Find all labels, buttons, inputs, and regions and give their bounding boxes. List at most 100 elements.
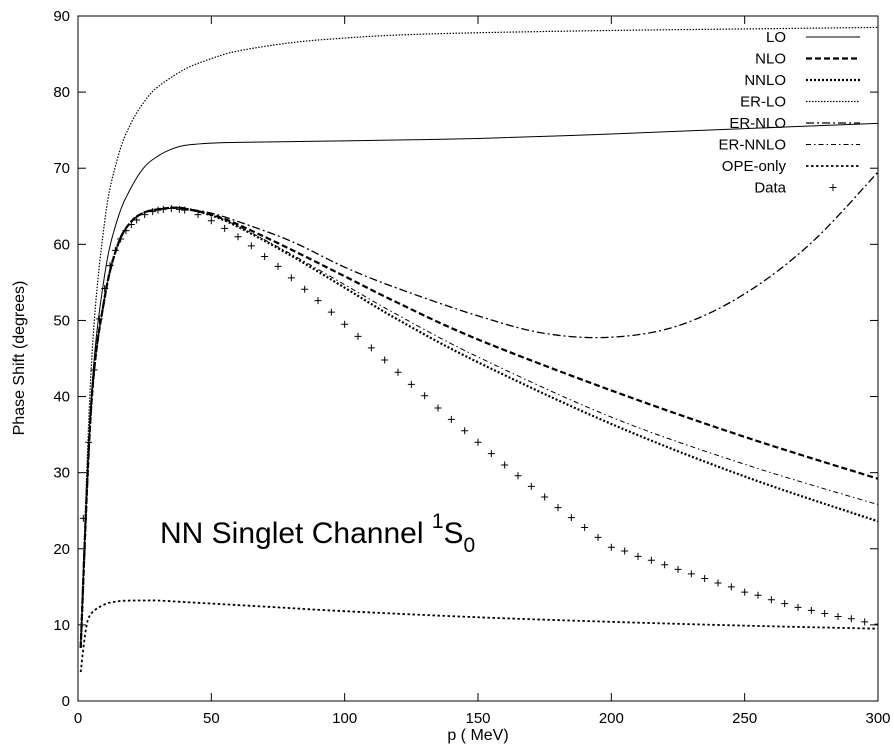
data-point (95, 315, 103, 323)
series-line-lo (80, 122, 878, 648)
annotation-subscript: 0 (464, 534, 476, 557)
data-point (434, 404, 442, 412)
data-point (181, 206, 189, 214)
data-point (274, 262, 282, 270)
data-point (90, 366, 98, 374)
data-point (674, 565, 682, 573)
data-point (85, 438, 93, 446)
series-line-ope-only (79, 599, 878, 673)
data-point (133, 216, 141, 224)
series-layer (79, 26, 878, 673)
data-point (421, 392, 429, 400)
data-point (122, 227, 130, 235)
data-point (647, 556, 655, 564)
legend-label-er-nnlo: ER-NNLO (718, 137, 786, 154)
annotation-superscript: 1 (432, 510, 444, 533)
data-point (175, 205, 183, 213)
data-point (621, 547, 629, 555)
data-point (607, 543, 615, 551)
series-line-nnlo (79, 206, 878, 648)
x-tick-label: 150 (465, 710, 490, 727)
data-point (701, 574, 709, 582)
data-point (367, 344, 375, 352)
x-axis-title: p ( MeV) (447, 727, 508, 744)
data-point (314, 297, 322, 305)
x-tick-label: 250 (732, 710, 757, 727)
data-point (727, 583, 735, 591)
data-point (714, 579, 722, 587)
y-tick-label: 50 (53, 312, 70, 329)
data-point (567, 514, 575, 522)
legend: LO NLO NNLO ER-LO ER-NLO ER-NNLO OPE-only Data (718, 29, 860, 197)
y-tick-label: 0 (62, 693, 70, 710)
data-point (781, 600, 789, 608)
data-point (149, 208, 157, 216)
data-point (141, 211, 149, 219)
data-point (301, 285, 309, 293)
chart-annotation: NN Singlet Channel 1S0 (160, 510, 475, 557)
y-tick-label: 60 (53, 236, 70, 253)
data-point (159, 205, 167, 213)
legend-label-data: Data (754, 180, 786, 197)
data-point (101, 284, 109, 292)
data-point (341, 320, 349, 328)
series-line-er-nlo (80, 171, 878, 648)
annotation-letter: S (444, 517, 464, 550)
data-point (327, 308, 335, 316)
y-tick-label: 30 (53, 465, 70, 482)
data-point (847, 615, 855, 623)
x-tick-label: 100 (332, 710, 357, 727)
data-point (794, 603, 802, 611)
data-point (394, 368, 402, 376)
data-point (407, 380, 415, 388)
data-point (514, 472, 522, 480)
x-tick-label: 300 (865, 710, 890, 727)
data-point (287, 274, 295, 282)
y-axis-title: Phase Shift (degrees) (11, 281, 28, 436)
data-point (594, 533, 602, 541)
data-point (381, 356, 389, 364)
y-tick-label: 40 (53, 389, 70, 406)
data-point (834, 613, 842, 621)
data-point (194, 211, 202, 219)
data-point (687, 570, 695, 578)
data-point (474, 438, 482, 446)
series-line-nlo (79, 206, 878, 648)
x-tick-label: 50 (203, 710, 220, 727)
data-point (487, 450, 495, 458)
data-point (111, 246, 119, 254)
legend-label-lo: LO (766, 29, 786, 46)
data-point (167, 205, 175, 213)
data-point (741, 588, 749, 596)
data-point (767, 596, 775, 604)
data-point (447, 415, 455, 423)
data-point (554, 504, 562, 512)
data-point (501, 461, 509, 469)
series-line-er-nnlo (80, 207, 878, 648)
data-point (234, 233, 242, 241)
data-point (207, 217, 215, 225)
y-tick-label: 80 (53, 84, 70, 101)
legend-label-nlo: NLO (755, 51, 786, 68)
data-point (541, 493, 549, 501)
legend-label-nnlo: NNLO (744, 72, 786, 89)
data-point (821, 609, 829, 617)
x-tick-label: 0 (74, 710, 82, 727)
data-point (527, 482, 535, 490)
legend-sample-data (829, 184, 837, 191)
y-tick-label: 10 (53, 617, 70, 634)
data-point (106, 262, 114, 270)
y-tick-label: 20 (53, 541, 70, 558)
data-point (634, 552, 642, 560)
y-tick-label: 90 (53, 8, 70, 25)
data-point (874, 620, 878, 628)
y-tick-label: 70 (53, 160, 70, 177)
data-point (754, 591, 762, 599)
data-point (581, 523, 589, 531)
data-point (154, 206, 162, 214)
data-point (127, 221, 135, 229)
x-tick-label: 200 (599, 710, 624, 727)
data-point (861, 618, 869, 626)
